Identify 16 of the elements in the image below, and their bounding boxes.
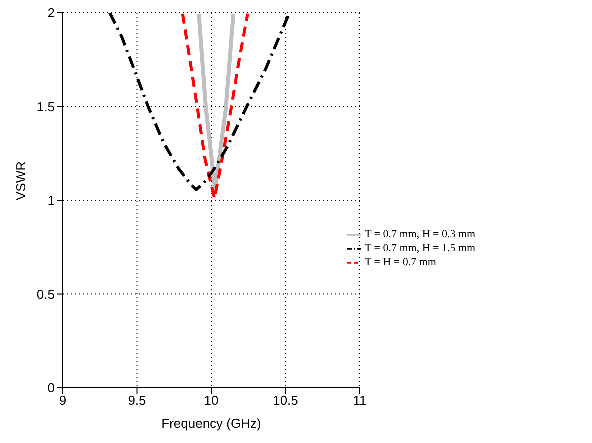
y-axis-title: VSWR [14, 162, 29, 200]
legend-label: T = H = 0.7 mm [365, 256, 436, 269]
y-tick-label: 2 [48, 6, 55, 21]
line-series [181, 13, 250, 200]
x-axis-title: Frequency (GHz) [162, 416, 262, 431]
legend-label: T = 0.7 mm, H = 0.3 mm [365, 228, 476, 241]
x-tick-label: 11 [353, 393, 367, 408]
x-tick-label: 9 [59, 393, 67, 408]
legend-label: T = 0.7 mm, H = 1.5 mm [365, 242, 476, 255]
y-tick-label: 0 [48, 380, 55, 396]
x-tick-label: 10.5 [273, 393, 298, 408]
y-tick-label: 0.5 [36, 286, 55, 302]
y-tick-label: 1 [48, 193, 55, 208]
x-tick-label: 10 [204, 393, 219, 408]
x-tick-label: 9.5 [128, 393, 146, 408]
y-tick-label: 1.5 [36, 99, 55, 114]
